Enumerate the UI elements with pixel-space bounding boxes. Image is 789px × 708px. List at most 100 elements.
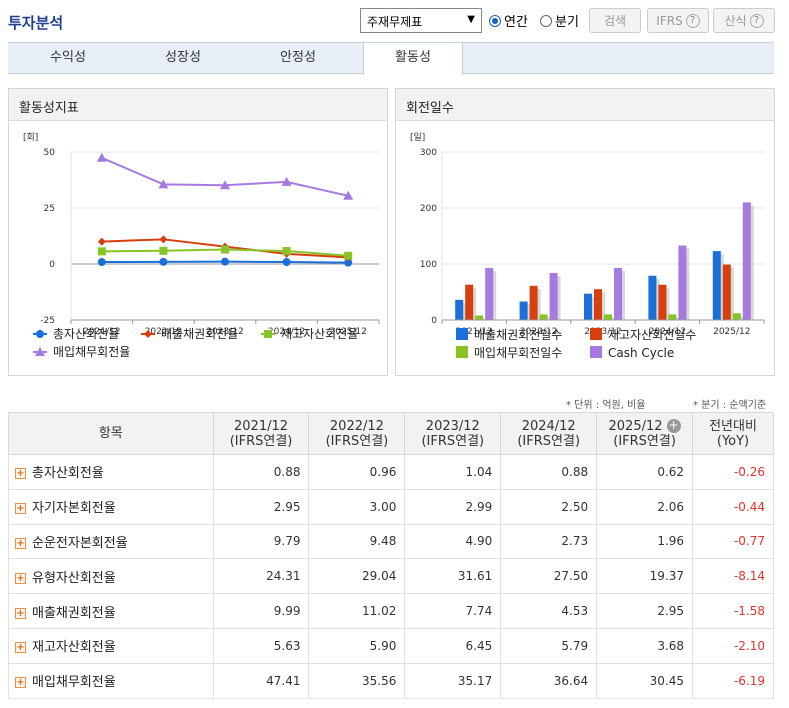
value-cell: 2.06 (596, 488, 694, 525)
x-tick-label: 2023/12 (206, 327, 243, 337)
bar (648, 275, 657, 320)
bar (678, 245, 687, 320)
statement-select-value: 주재무제표 (367, 15, 423, 29)
ifrs-button[interactable]: IFRS ? (647, 8, 709, 33)
bar (529, 285, 538, 320)
legend-label: 매입채무회전율 (53, 345, 130, 359)
value-cell: 36.64 (500, 662, 598, 699)
help-icon: ? (685, 13, 700, 28)
turnover-days-bar-chart: [일] 300 200 100 0 2021/12 2022/12 2023/12 2024/1… (410, 132, 765, 360)
yoy-cell: -6.19 (692, 662, 774, 699)
row-label-cell[interactable]: + 재고자산회전율 (8, 627, 214, 664)
value-cell: 31.61 (404, 558, 502, 595)
x-tick-label: 2023/12 (584, 327, 621, 337)
header-year-label: 2024/12 (521, 418, 576, 434)
x-tick-label: 2021/12 (456, 327, 493, 337)
row-label: 순운전자본회전율 (32, 535, 128, 551)
x-tick-label: 2021/12 (83, 327, 120, 337)
x-tick-label: 2024/12 (268, 327, 305, 337)
row-label-cell[interactable]: + 자기자본회전율 (8, 488, 214, 525)
y-tick-label: -25 (40, 316, 55, 326)
point-marker (35, 347, 45, 356)
bar (722, 264, 731, 320)
header-basis-label: (IFRS연결) (325, 433, 389, 449)
x-tick-label: 2022/12 (145, 327, 182, 337)
expand-plus-icon[interactable]: + (15, 677, 26, 689)
row-label: 재고자산회전율 (32, 640, 116, 656)
tab-activity[interactable]: 활동성 (363, 43, 463, 75)
value-cell: 2.50 (500, 488, 598, 525)
value-cell: 0.88 (212, 454, 310, 490)
bar (732, 313, 741, 320)
tab-profitability[interactable]: 수익성 (50, 50, 86, 65)
legend-label: 총자산회전율 (53, 327, 119, 341)
y-tick-label: 0 (49, 260, 55, 270)
table-row: + 재고자산회전율 5.63 5.90 6.45 5.79 3.68 -2.10 (8, 627, 774, 664)
header-year-label: 2023/12 (425, 418, 480, 434)
value-cell: 0.62 (596, 454, 694, 490)
expand-plus-icon[interactable]: + (15, 503, 26, 515)
y-tick-label: 50 (44, 148, 56, 158)
bar (475, 315, 484, 320)
bar (455, 299, 464, 320)
point-marker (97, 247, 106, 256)
table-header-row: 항목 2021/12 (IFRS연결) 2022/12 (IFRS연결) 2023/… (8, 412, 774, 455)
bar (539, 314, 548, 320)
point-marker (220, 180, 230, 190)
value-cell: 4.90 (404, 523, 502, 560)
header-year: 2023/12 (IFRS연결) (404, 412, 502, 455)
header-yoy-label: 전년대비 (709, 418, 757, 434)
x-tick-label: 2024/12 (649, 327, 686, 337)
value-cell: 5.79 (500, 627, 598, 664)
row-label: 매입채무회전율 (32, 675, 116, 691)
legend-label: 매입채무회전일수 (474, 346, 562, 360)
bar (742, 202, 751, 320)
row-label-cell[interactable]: + 매입채무회전율 (8, 662, 214, 699)
point-marker (159, 235, 168, 244)
legend-swatch (456, 328, 468, 340)
expand-plus-icon[interactable]: + (15, 537, 26, 549)
x-tick-label: 2025/12 (713, 327, 750, 337)
formula-button[interactable]: 산식 ? (713, 8, 775, 33)
point-marker (281, 176, 292, 186)
value-cell: 1.04 (404, 454, 502, 490)
table-row: + 유형자산회전율 24.31 29.04 31.61 27.50 19.37 -8.14 (8, 558, 774, 595)
legend-label: 매출채권회전율 (161, 327, 238, 341)
y-tick-label: 0 (431, 316, 437, 326)
header-year-label: 2021/12 (234, 418, 289, 434)
point-marker (144, 330, 152, 338)
row-label: 총자산회전율 (32, 466, 104, 482)
expand-plus-icon[interactable]: + (15, 572, 26, 584)
value-cell: 5.90 (308, 627, 406, 664)
row-label-cell[interactable]: + 매출채권회전율 (8, 593, 214, 629)
row-label: 자기자본회전율 (32, 501, 116, 517)
formula-button-label: 산식 (724, 14, 747, 28)
tab-stability[interactable]: 안정성 (280, 50, 316, 65)
point-marker (96, 152, 107, 162)
row-label-cell[interactable]: + 유형자산회전율 (8, 558, 214, 595)
radio-checked-icon (489, 14, 501, 27)
point-marker (221, 257, 229, 266)
x-tick-label: 2025/12 (330, 327, 367, 337)
activity-line-chart: [회] 50 25 0 -25 2021/12 2022/12 2023/12 2024/12 2… (23, 132, 380, 359)
value-cell: 9.79 (212, 523, 310, 560)
expand-plus-icon[interactable]: + (15, 607, 26, 619)
tab-growth[interactable]: 성장성 (165, 50, 201, 65)
row-label-cell[interactable]: + 총자산회전율 (8, 454, 214, 490)
expand-plus-icon[interactable]: + (15, 642, 26, 654)
header-item: 항목 (8, 412, 214, 455)
search-button-label: 검색 (603, 14, 627, 28)
legend-swatch (590, 328, 602, 340)
bar (584, 293, 592, 320)
table-row: + 매출채권회전율 9.99 11.02 7.74 4.53 2.95 -1.58 (8, 593, 774, 629)
radio-quarter-label: 분기 (555, 15, 579, 30)
row-label-cell[interactable]: + 순운전자본회전율 (8, 523, 214, 560)
search-button[interactable]: 검색 (589, 8, 641, 33)
radio-annual[interactable]: 연간 (489, 11, 528, 30)
expand-plus-icon[interactable]: + (666, 417, 681, 433)
table-row: + 순운전자본회전율 9.79 9.48 4.90 2.73 1.96 -0.77 (8, 523, 774, 560)
radio-quarter[interactable]: 분기 (540, 11, 579, 30)
statement-select[interactable]: 주재무제표 ▼ (360, 8, 482, 33)
value-cell: 35.17 (404, 662, 502, 699)
expand-plus-icon[interactable]: + (15, 468, 26, 480)
